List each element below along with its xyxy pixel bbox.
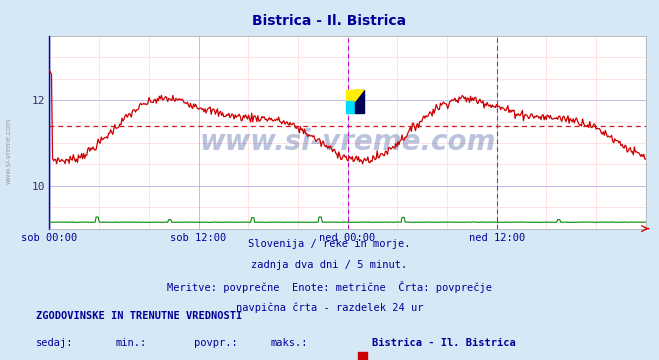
Text: Meritve: povprečne  Enote: metrične  Črta: povprečje: Meritve: povprečne Enote: metrične Črta:… (167, 281, 492, 293)
Text: Bistrica - Il. Bistrica: Bistrica - Il. Bistrica (252, 14, 407, 28)
Text: zadnja dva dni / 5 minut.: zadnja dva dni / 5 minut. (251, 260, 408, 270)
Bar (346, 102, 355, 113)
Text: Bistrica - Il. Bistrica: Bistrica - Il. Bistrica (372, 338, 516, 348)
Text: sedaj:: sedaj: (36, 338, 74, 348)
Text: www.si-vreme.com: www.si-vreme.com (5, 118, 12, 184)
Text: povpr.:: povpr.: (194, 338, 238, 348)
Text: min.:: min.: (115, 338, 146, 348)
Text: Slovenija / reke in morje.: Slovenija / reke in morje. (248, 239, 411, 249)
Text: navpična črta - razdelek 24 ur: navpična črta - razdelek 24 ur (236, 302, 423, 312)
Polygon shape (355, 90, 364, 102)
Bar (355, 90, 364, 113)
Bar (346, 90, 355, 102)
Text: www.si-vreme.com: www.si-vreme.com (200, 128, 496, 156)
Text: ZGODOVINSKE IN TRENUTNE VREDNOSTI: ZGODOVINSKE IN TRENUTNE VREDNOSTI (36, 311, 243, 321)
Text: maks.:: maks.: (270, 338, 308, 348)
